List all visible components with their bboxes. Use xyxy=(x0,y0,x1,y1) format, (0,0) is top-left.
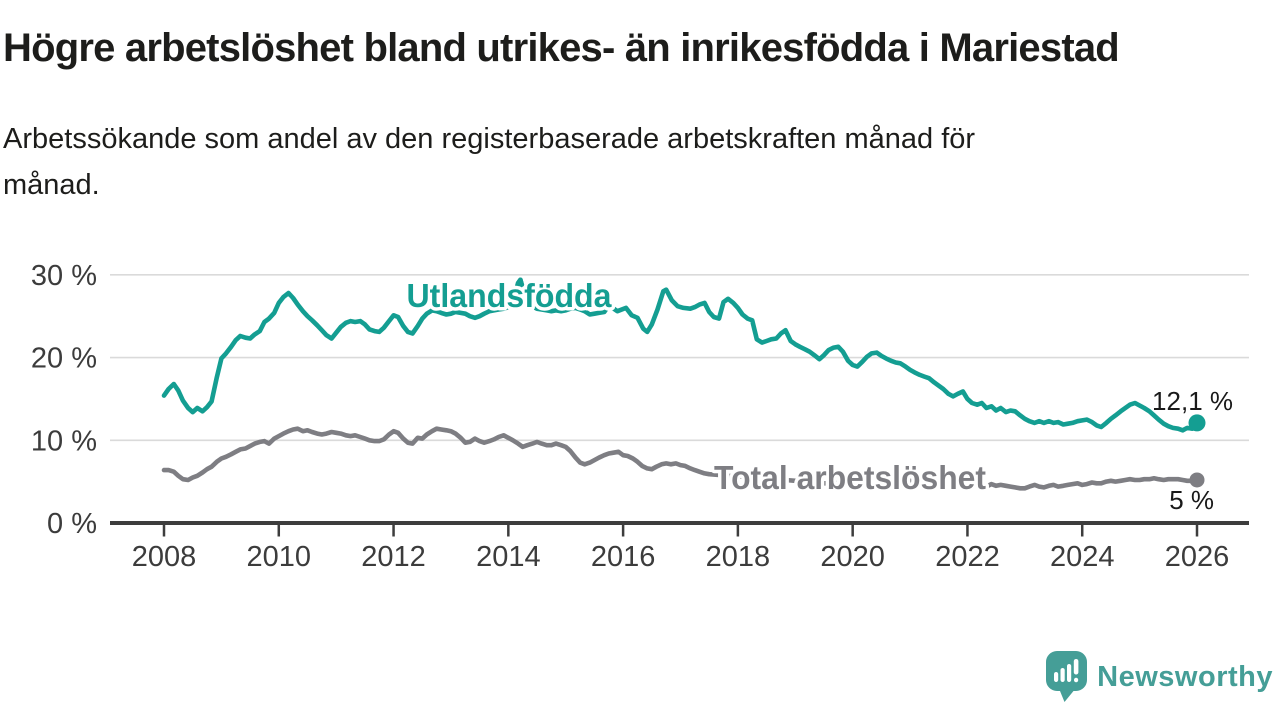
chart-title: Högre arbetslöshet bland utrikes- än inr… xyxy=(3,26,1120,70)
series-line-spike-tip xyxy=(515,277,525,285)
series-label-total: Total arbetslöshet xyxy=(714,459,986,496)
y-axis-label: 0 % xyxy=(47,508,97,540)
y-axis-label: 30 % xyxy=(31,260,97,292)
x-axis-label: 2016 xyxy=(591,541,656,573)
chart-subtitle-line-2: månad. xyxy=(3,169,100,201)
speech-bubble-bar-chart-icon xyxy=(1046,651,1088,702)
end-value-label-utlandsfodda: 12,1 % xyxy=(1152,386,1233,416)
end-dot-utlandsfodda xyxy=(1188,414,1206,432)
y-axis-label: 10 % xyxy=(31,425,97,457)
newsworthy-logo: Newsworthy xyxy=(1046,648,1273,706)
x-axis-label: 2022 xyxy=(935,541,1000,573)
x-axis-label: 2026 xyxy=(1165,541,1230,573)
series-line-total xyxy=(161,426,1200,491)
end-value-label-total: 5 % xyxy=(1169,485,1214,515)
series-line-utlandsfodda xyxy=(161,277,1200,433)
x-axis-label: 2020 xyxy=(820,541,885,573)
x-axis-label: 2014 xyxy=(476,541,541,573)
series-label-utlandsfodda: Utlandsfödda xyxy=(407,277,613,314)
chart-subtitle: Arbetssökande som andel av den registerb… xyxy=(3,116,1223,208)
newsworthy-wordmark: Newsworthy xyxy=(1097,660,1273,693)
x-axis-label: 2008 xyxy=(132,541,197,573)
chart-subtitle-line-1: Arbetssökande som andel av den registerb… xyxy=(3,123,976,155)
x-axis-label: 2018 xyxy=(706,541,771,573)
x-axis-label: 2024 xyxy=(1050,541,1115,573)
y-axis-label: 20 % xyxy=(31,343,97,375)
x-axis-label: 2012 xyxy=(361,541,426,573)
end-dot-total xyxy=(1189,472,1205,488)
x-axis-label: 2010 xyxy=(247,541,312,573)
